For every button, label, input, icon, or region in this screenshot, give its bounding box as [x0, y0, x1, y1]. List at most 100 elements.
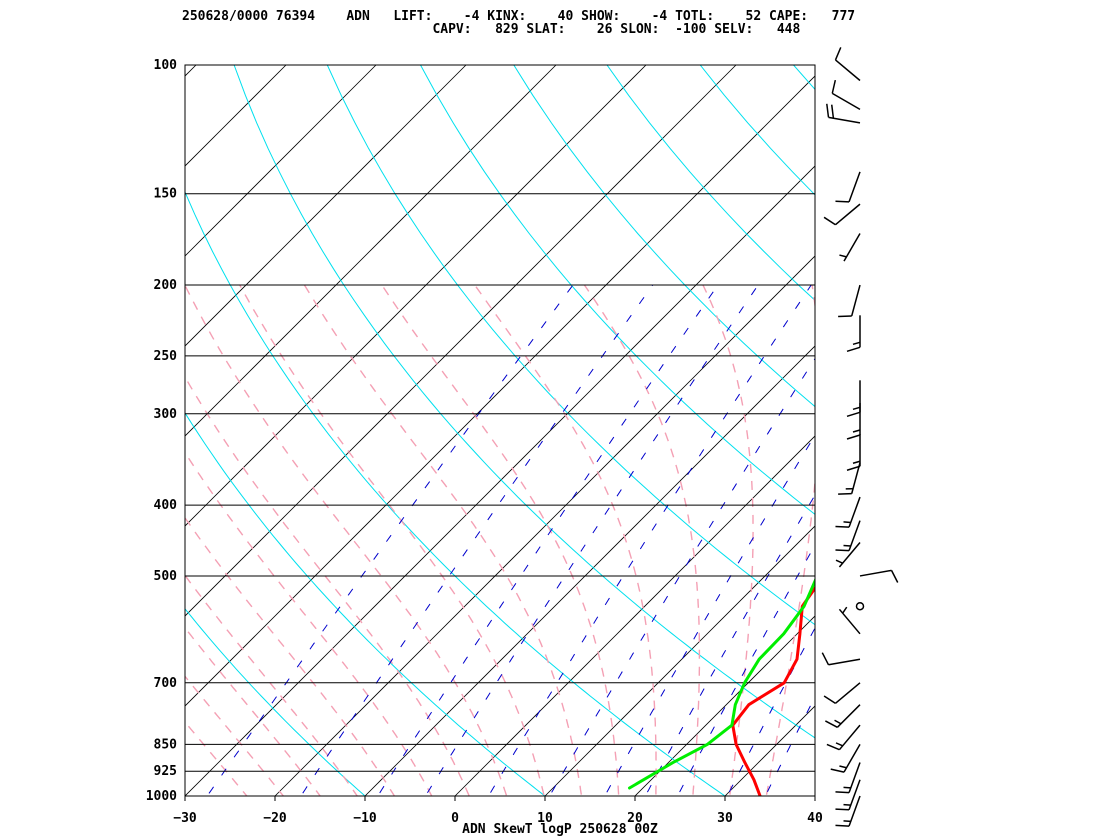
wind-barb-staff	[835, 59, 861, 82]
temperature-tick-label: 20	[627, 811, 643, 826]
wind-barb-half-flag	[852, 341, 861, 346]
isotherm-line	[274, 255, 815, 796]
wind-barb-half-flag	[843, 803, 851, 806]
wind-barb-full-flag	[823, 216, 836, 226]
dry-adiabat-line	[185, 190, 726, 796]
pressure-tick-label: 300	[154, 407, 178, 422]
pressure-tick-label: 100	[154, 58, 178, 73]
pressure-tick-label: 925	[154, 764, 177, 779]
isotherm-line	[185, 65, 557, 437]
wind-barb	[823, 682, 861, 704]
wind-barb	[835, 171, 861, 203]
dry-adiabat-line	[699, 65, 815, 196]
wind-barb-staff	[828, 116, 861, 124]
temperature-tick-label: 10	[537, 811, 553, 826]
moist-adiabat-line	[381, 284, 620, 796]
dry-adiabat-line	[606, 65, 815, 301]
temperature-tick-label: −20	[263, 811, 287, 826]
moist-adiabat-line	[702, 284, 754, 796]
chart-title-text: ADN SkewT logP 250628 00Z	[462, 822, 658, 837]
isotherm-line	[544, 525, 815, 796]
pressure-tick-label: 850	[154, 737, 178, 752]
isotherm-line	[0, 65, 106, 796]
mixing-ratio-line	[377, 284, 719, 796]
wind-barb-full-flag	[821, 652, 830, 666]
wind-barb-half-flag	[843, 521, 851, 524]
wind-barb	[835, 542, 861, 568]
pressure-tick-label: 400	[154, 498, 178, 513]
isotherm-line	[185, 65, 287, 167]
wind-barb	[826, 724, 861, 751]
wind-barb-staff	[828, 658, 861, 666]
pressure-tick-label: 1000	[146, 789, 177, 804]
isotherm-line	[185, 65, 467, 347]
wind-barb-full-flag	[835, 200, 850, 203]
wind-barb-full-flag	[830, 768, 845, 773]
mixing-ratio-line	[424, 284, 759, 796]
mixing-ratio-line	[300, 284, 654, 796]
wind-barb	[835, 496, 861, 528]
wind-barb-staff	[848, 779, 861, 811]
dry-adiabat-line	[793, 65, 815, 91]
isotherm-line	[185, 65, 737, 617]
wind-barb-half-flag	[835, 742, 843, 747]
dry-adiabat-line	[887, 65, 1120, 812]
temperature-trace-line	[731, 585, 815, 796]
moist-adiabat-line	[185, 375, 470, 796]
mixing-ratio-line	[487, 284, 812, 796]
wind-barb	[846, 315, 861, 353]
wind-barb-staff	[838, 542, 861, 568]
wind-barb-staff	[835, 203, 861, 226]
wind-barb	[821, 652, 861, 666]
wind-barb	[823, 203, 861, 226]
isobar-lines	[185, 64, 815, 797]
wind-barb-half-flag	[839, 254, 847, 258]
moist-adiabat-line	[765, 284, 815, 796]
wind-barb-full-flag	[825, 720, 838, 728]
temperature-tick-labels: −30 −20 −10 0 10 20 30 40	[173, 796, 823, 826]
wind-barb-staff	[838, 608, 861, 635]
moist-adiabat-line	[185, 574, 359, 796]
wind-barb-staff	[848, 520, 861, 551]
wind-barb-staff	[848, 496, 861, 528]
mixing-ratio-line	[549, 357, 815, 796]
skewt-background-lines	[0, 65, 1120, 812]
mixing-ratio-line	[206, 284, 574, 796]
wind-barb	[826, 103, 861, 124]
wind-barb-full-flag	[846, 346, 861, 353]
wind-barb-full-flag	[846, 411, 861, 418]
wind-barb-half-flag	[834, 719, 842, 725]
wind-barb	[834, 47, 861, 82]
isotherm-line	[185, 165, 815, 796]
wind-barb	[859, 569, 899, 583]
wind-barb-half-flag	[843, 820, 851, 823]
wind-barb-staff	[843, 744, 861, 773]
isotherm-line	[185, 65, 647, 527]
wind-barb	[846, 434, 861, 471]
temperature-tick-label: 30	[717, 811, 733, 826]
wind-barb-full-flag	[846, 465, 861, 471]
wind-barb-full-flag	[890, 570, 899, 583]
dry-adiabat-line	[233, 65, 815, 739]
dry-adiabat-line	[185, 608, 366, 796]
mixing-ratio-line	[764, 695, 815, 796]
wind-barb-full-flag	[835, 808, 850, 811]
wind-barb-staff	[836, 704, 861, 728]
temperature-tick-label: −30	[173, 811, 197, 826]
temperature-tick-label: −10	[353, 811, 377, 826]
wind-barb-half-flag	[843, 786, 851, 789]
dry-adiabat-line	[513, 65, 815, 408]
moist-adiabat-line	[239, 284, 545, 796]
wind-barb-half-flag	[852, 429, 861, 433]
wind-barb-half-flag	[835, 559, 843, 564]
mixing-ratio-line	[644, 494, 815, 796]
wind-barb-staff	[848, 762, 861, 793]
header-line-1: 250628/0000 76394 ADN LIFT: -4 KINX: 40 …	[182, 9, 856, 24]
wind-barb-full-flag	[835, 824, 850, 827]
wind-barb	[830, 744, 861, 773]
wind-barb-full-flag	[826, 743, 840, 751]
wind-barb-staff	[835, 682, 861, 704]
wind-barb	[835, 762, 861, 794]
wind-barb-half-flag	[852, 460, 861, 464]
